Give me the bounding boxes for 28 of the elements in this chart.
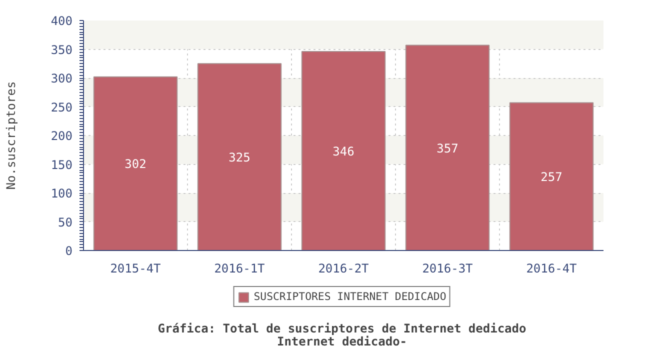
bar bbox=[509, 102, 594, 250]
data-label: 346 bbox=[332, 144, 354, 159]
data-label: 325 bbox=[228, 150, 250, 165]
y-tick-label: 400 bbox=[50, 14, 73, 28]
y-tick-label: 150 bbox=[50, 158, 73, 172]
x-tick-label: 2016-2T bbox=[318, 262, 369, 276]
bar bbox=[93, 76, 178, 250]
y-tick-label: 50 bbox=[58, 215, 73, 230]
y-tick-label: 0 bbox=[65, 244, 73, 258]
y-tick-label: 350 bbox=[50, 42, 73, 57]
x-tick-label: 2016-4T bbox=[526, 262, 577, 276]
legend-label: SUSCRIPTORES INTERNET DEDICADO bbox=[254, 290, 446, 303]
bar bbox=[301, 51, 386, 250]
data-label: 257 bbox=[540, 170, 562, 184]
x-tick-label: 2015-4T bbox=[110, 262, 161, 276]
y-tick-label: 300 bbox=[50, 72, 73, 86]
x-tick-label: 2016-1T bbox=[214, 262, 265, 276]
text: Gráfica: Total de suscriptores de Internet dedicado bbox=[158, 322, 526, 336]
y-tick-label: 250 bbox=[50, 100, 73, 114]
y-tick-label: 100 bbox=[50, 186, 73, 200]
x-tick-label: 2016-3T bbox=[422, 262, 473, 276]
y-axis-title: No.suscriptores bbox=[4, 81, 18, 190]
data-label: 302 bbox=[124, 157, 146, 172]
bar bbox=[197, 63, 282, 250]
data-label: 357 bbox=[436, 141, 458, 156]
y-tick-label: 200 bbox=[50, 129, 73, 143]
text: Internet dedicado- bbox=[276, 334, 408, 348]
bar bbox=[405, 44, 490, 250]
